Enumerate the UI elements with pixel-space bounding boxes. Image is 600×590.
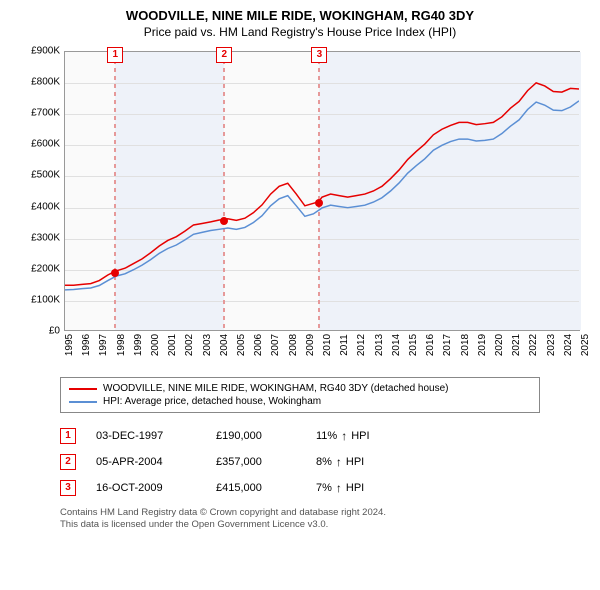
x-axis-label: 2006 [253, 334, 264, 356]
x-axis-label: 2022 [528, 334, 539, 356]
transaction-delta: 8% ↑ HPI [316, 455, 364, 469]
x-axis-label: 2018 [460, 334, 471, 356]
x-axis-label: 2004 [219, 334, 230, 356]
transaction-row: 3 16-OCT-2009 £415,000 7% ↑ HPI [60, 475, 540, 501]
attribution-line1: Contains HM Land Registry data © Crown c… [60, 507, 540, 519]
transaction-dot [111, 269, 119, 277]
transaction-dot [220, 217, 228, 225]
x-axis-label: 1996 [81, 334, 92, 356]
arrow-up-icon: ↑ [336, 481, 342, 495]
series-hpi [65, 101, 579, 290]
delta-percent: 11% [316, 430, 337, 442]
x-axis-label: 2014 [391, 334, 402, 356]
y-axis-label: £300K [31, 232, 60, 243]
x-axis-label: 2016 [425, 334, 436, 356]
y-axis-label: £800K [31, 77, 60, 88]
legend-label: HPI: Average price, detached house, Woki… [103, 396, 321, 407]
transaction-delta: 7% ↑ HPI [316, 481, 364, 495]
transaction-dot [315, 199, 323, 207]
x-axis-label: 2013 [374, 334, 385, 356]
x-axis-label: 2007 [270, 334, 281, 356]
y-axis-label: £700K [31, 108, 60, 119]
x-axis: 1995199619971998199920002001200220032004… [64, 331, 580, 351]
y-axis-label: £0 [49, 326, 60, 337]
transaction-index: 3 [60, 480, 76, 496]
transaction-price: £357,000 [216, 456, 296, 468]
y-axis-label: £900K [31, 46, 60, 57]
arrow-up-icon: ↑ [341, 429, 347, 443]
transaction-row: 2 05-APR-2004 £357,000 8% ↑ HPI [60, 449, 540, 475]
chart-container: WOODVILLE, NINE MILE RIDE, WOKINGHAM, RG… [0, 0, 600, 590]
y-axis-label: £500K [31, 170, 60, 181]
transaction-price: £190,000 [216, 430, 296, 442]
y-axis: £0£100K£200K£300K£400K£500K£600K£700K£80… [20, 51, 64, 331]
transaction-date: 05-APR-2004 [96, 456, 196, 468]
transaction-date: 16-OCT-2009 [96, 482, 196, 494]
transaction-date: 03-DEC-1997 [96, 430, 196, 442]
x-axis-label: 2021 [511, 334, 522, 356]
x-axis-label: 2012 [356, 334, 367, 356]
delta-percent: 7% [316, 482, 332, 494]
transactions-table: 1 03-DEC-1997 £190,000 11% ↑ HPI 2 05-APR-2004 £… [60, 423, 540, 501]
series-price_paid [65, 83, 579, 285]
plot-region: 123 [64, 51, 580, 331]
line-series-svg [65, 52, 579, 330]
x-axis-label: 2002 [184, 334, 195, 356]
x-axis-label: 2017 [442, 334, 453, 356]
title-block: WOODVILLE, NINE MILE RIDE, WOKINGHAM, RG… [0, 0, 600, 43]
legend-label: WOODVILLE, NINE MILE RIDE, WOKINGHAM, RG… [103, 383, 448, 394]
delta-vs: HPI [346, 456, 364, 468]
x-axis-label: 2020 [494, 334, 505, 356]
delta-vs: HPI [346, 482, 364, 494]
x-axis-label: 2001 [167, 334, 178, 356]
chart-subtitle: Price paid vs. HM Land Registry's House … [10, 25, 590, 39]
x-axis-label: 1995 [64, 334, 75, 356]
attribution: Contains HM Land Registry data © Crown c… [60, 507, 540, 532]
delta-percent: 8% [316, 456, 332, 468]
chart-title: WOODVILLE, NINE MILE RIDE, WOKINGHAM, RG… [10, 8, 590, 23]
y-axis-label: £200K [31, 263, 60, 274]
x-axis-label: 2011 [339, 334, 350, 356]
legend-swatch [69, 388, 97, 390]
legend: WOODVILLE, NINE MILE RIDE, WOKINGHAM, RG… [60, 377, 540, 413]
x-axis-label: 2003 [202, 334, 213, 356]
legend-item: WOODVILLE, NINE MILE RIDE, WOKINGHAM, RG… [69, 382, 531, 395]
legend-swatch [69, 401, 97, 403]
transaction-price: £415,000 [216, 482, 296, 494]
x-axis-label: 1998 [116, 334, 127, 356]
delta-vs: HPI [351, 430, 369, 442]
x-axis-label: 1997 [98, 334, 109, 356]
x-axis-label: 2000 [150, 334, 161, 356]
x-axis-label: 2023 [546, 334, 557, 356]
legend-item: HPI: Average price, detached house, Woki… [69, 395, 531, 408]
y-axis-label: £400K [31, 201, 60, 212]
x-axis-label: 2008 [288, 334, 299, 356]
transaction-index: 1 [60, 428, 76, 444]
attribution-line2: This data is licensed under the Open Gov… [60, 519, 540, 531]
transaction-index: 2 [60, 454, 76, 470]
x-axis-label: 2019 [477, 334, 488, 356]
x-axis-label: 2010 [322, 334, 333, 356]
x-axis-label: 1999 [133, 334, 144, 356]
x-axis-label: 2024 [563, 334, 574, 356]
transaction-row: 1 03-DEC-1997 £190,000 11% ↑ HPI [60, 423, 540, 449]
chart-area: £0 £100K £200K £300K £400K £500K £600K £700K £80… [20, 51, 580, 351]
y-axis-label: £100K [31, 294, 60, 305]
y-axis-label: £600K [31, 139, 60, 150]
x-axis-label: 2005 [236, 334, 247, 356]
x-axis-label: 2015 [408, 334, 419, 356]
arrow-up-icon: ↑ [336, 455, 342, 469]
transaction-delta: 11% ↑ HPI [316, 429, 370, 443]
x-axis-label: 2009 [305, 334, 316, 356]
x-axis-label: 2025 [580, 334, 591, 356]
